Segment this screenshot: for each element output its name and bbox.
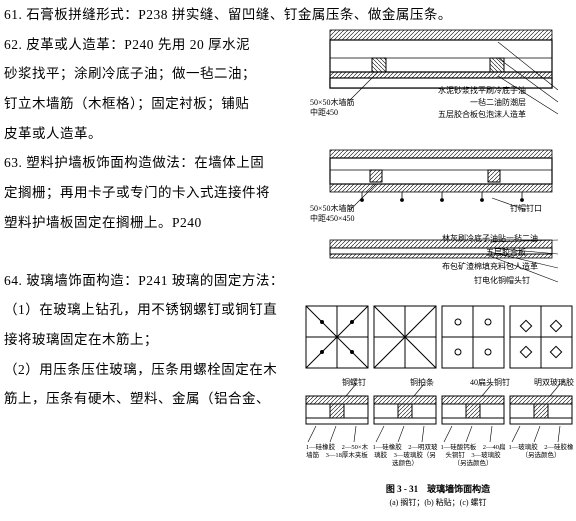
fig3-caption-sub: (a) 搁钉；(b) 粘贴；(c) 螺钉 [302,498,574,508]
figure-2-label-right: 钉帽钉口 [510,204,570,214]
fig3-top-c: 40扁头铜钉 [470,378,510,388]
fig3-top-b: 铜拍条 [410,378,434,388]
para-61: 61. 石膏板拼缝形式：P238 拼实缝、留凹缝、钉金属压条、做金属压条。 [4,0,572,30]
figure-2-label-t1: 林灰刷冷底子油贴一毡二油 [442,234,574,244]
figure-1-label-r1: 水泥砂浆找平刷冷底子油 [438,86,576,96]
figure-1: 50×50木墙筋 中距450 水泥砂浆找平刷冷底子油 一毡二油防潮层 五层胶合板… [310,28,572,136]
fig3-sub-a: 1—硅橡胶 2—50×木墙筋 3—18厚木夹板 [304,444,370,460]
figure-1-label-r2: 一毡二油防潮层 [470,98,576,108]
figure-2-label-left: 50×50木墙筋 中距450×450 [310,204,420,223]
fig3-top-d: 明双玻璃胶 [534,378,574,388]
fig3-caption-main: 图 3 - 31 玻璃墙饰面构造 [302,484,574,495]
figure-2-label-t2: 五层胶合板 [486,248,576,258]
figure-3: 铜螺钉 铜拍条 40扁头铜钉 明双玻璃胶 1—硅橡胶 2—50×木墙筋 3—18… [302,302,574,518]
fig3-sub-c: 1—硅酸钙板 2—40扁头铜钉 3—玻璃胶（另选颜色） [440,444,506,467]
figure-2: 50×50木墙筋 中距450×450 钉帽钉口 林灰刷冷底子油贴一毡二油 五层胶… [310,148,572,298]
fig3-top-a: 铜螺钉 [342,378,366,388]
figure-1-label-r3: 五层胶合板包泡沫人造革 [438,110,576,120]
figure-1-label-left: 50×50木墙筋 中距450 [310,98,404,117]
fig3-sub-b: 1—硅橡胶 2—明双玻璃胶 3—玻璃胶（另选颜色） [372,444,438,467]
figure-2-label-t3: 布包矿渣棉填充料包人造革 [442,262,574,272]
figure-2-label-t4: 钉电化铜帽头钉 [474,276,574,286]
fig3-sub-d: 1—玻璃胶 2—硅胶橡（另选颜色） [508,444,574,460]
page: 61. 石膏板拼缝形式：P238 拼实缝、留凹缝、钉金属压条、做金属压条。 62… [0,0,576,521]
